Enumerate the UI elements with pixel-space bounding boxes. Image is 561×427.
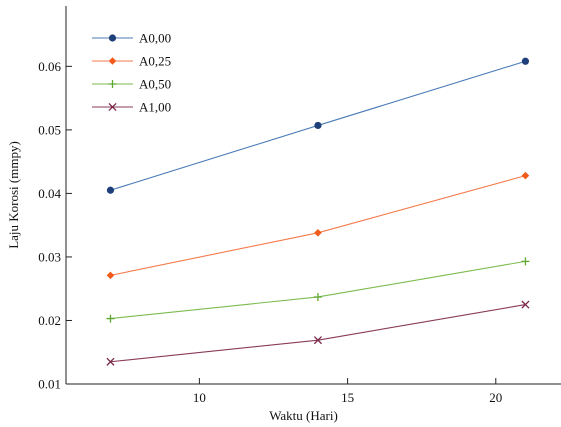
y-tick-label: 0.02 xyxy=(38,313,61,328)
x-axis-title: Waktu (Hari) xyxy=(269,408,338,423)
data-point xyxy=(314,121,322,130)
y-tick-label: 0.05 xyxy=(38,122,61,137)
legend-marker xyxy=(108,102,117,112)
data-point xyxy=(521,171,530,180)
legend-label: A0,00 xyxy=(139,31,171,46)
axis-ticks: 10 15 20 0.01 0.02 0.03 0.04 0.05 0.06 xyxy=(38,59,502,405)
y-axis-title: Laju Korosi (mmpy) xyxy=(6,141,21,249)
legend-item: A0,50 xyxy=(92,77,171,92)
y-tick-label: 0.03 xyxy=(38,249,61,264)
series-2 xyxy=(106,257,530,323)
legend-item: A0,25 xyxy=(92,54,171,69)
x-tick-label: 15 xyxy=(341,390,354,405)
series-3 xyxy=(106,300,530,366)
y-tick-label: 0.01 xyxy=(38,377,61,392)
series-1 xyxy=(106,171,530,280)
series-line xyxy=(110,304,526,363)
x-tick-label: 10 xyxy=(193,390,206,405)
data-point xyxy=(313,336,323,345)
legend-item: A1,00 xyxy=(92,100,171,115)
data-point xyxy=(521,300,530,309)
legend-item: A0,00 xyxy=(92,31,171,46)
data-point xyxy=(521,57,530,65)
series-line xyxy=(110,175,526,276)
legend-label: A0,50 xyxy=(139,77,171,92)
data-point xyxy=(106,314,115,323)
data-point xyxy=(106,186,115,194)
series-lines xyxy=(106,57,530,366)
legend-marker xyxy=(108,57,117,65)
data-point xyxy=(313,292,322,301)
data-point xyxy=(106,357,115,366)
y-tick-label: 0.06 xyxy=(38,59,61,74)
legend-marker xyxy=(108,34,117,42)
series-0 xyxy=(106,57,530,194)
y-tick-label: 0.04 xyxy=(38,186,61,201)
data-point xyxy=(314,229,322,237)
legend-label: A0,25 xyxy=(139,54,171,69)
plot-frame xyxy=(65,6,561,385)
legend: A0,00 A0,25 A0,50 A1,00 xyxy=(92,31,171,115)
data-point xyxy=(106,271,115,280)
data-point xyxy=(521,257,530,266)
legend-label: A1,00 xyxy=(139,100,171,115)
legend-marker xyxy=(108,80,117,88)
x-tick-label: 20 xyxy=(489,390,502,405)
series-line xyxy=(110,260,526,320)
